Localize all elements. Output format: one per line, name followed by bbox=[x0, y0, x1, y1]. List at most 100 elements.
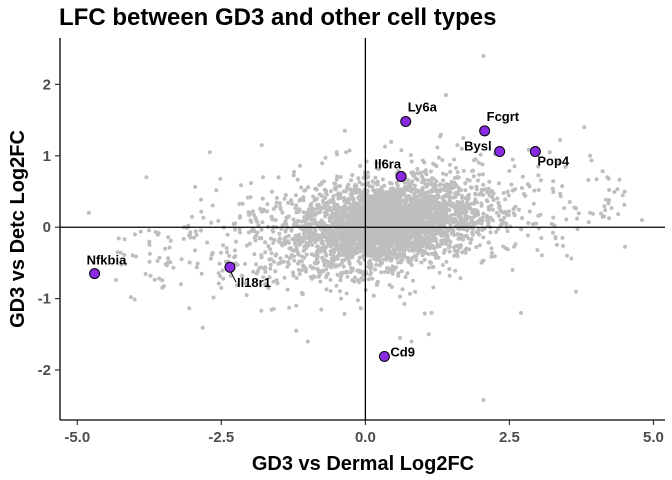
data-point bbox=[247, 213, 252, 218]
data-point bbox=[486, 221, 491, 226]
data-point bbox=[401, 235, 406, 239]
data-point bbox=[334, 177, 339, 182]
data-point bbox=[413, 187, 418, 192]
data-point bbox=[345, 218, 350, 223]
data-point bbox=[513, 187, 518, 192]
data-point bbox=[385, 206, 390, 211]
data-point bbox=[353, 207, 358, 211]
data-point bbox=[475, 209, 480, 214]
data-point bbox=[470, 169, 475, 174]
data-point bbox=[385, 210, 390, 215]
data-point bbox=[449, 213, 454, 218]
data-point bbox=[194, 265, 199, 270]
data-point bbox=[489, 203, 494, 208]
data-point bbox=[431, 161, 436, 166]
data-point bbox=[292, 258, 297, 263]
data-point bbox=[430, 238, 435, 243]
data-point bbox=[157, 276, 162, 281]
data-point bbox=[115, 250, 120, 255]
data-point bbox=[479, 221, 484, 226]
data-point bbox=[379, 270, 384, 275]
data-point bbox=[430, 181, 435, 186]
data-point bbox=[426, 332, 431, 337]
data-point bbox=[366, 180, 371, 185]
data-point bbox=[371, 251, 376, 256]
data-point bbox=[461, 209, 466, 214]
data-point bbox=[425, 215, 429, 220]
data-point bbox=[160, 278, 165, 283]
data-point bbox=[408, 291, 412, 296]
data-point bbox=[459, 146, 464, 151]
data-point bbox=[325, 237, 330, 242]
data-point bbox=[420, 244, 424, 249]
data-point bbox=[403, 200, 408, 205]
data-point bbox=[481, 53, 486, 58]
data-point bbox=[294, 276, 299, 280]
data-point bbox=[444, 211, 448, 216]
data-point bbox=[506, 193, 511, 198]
data-point bbox=[199, 197, 203, 202]
data-point bbox=[553, 235, 558, 239]
data-point bbox=[390, 271, 395, 276]
data-point bbox=[312, 227, 317, 231]
data-point bbox=[435, 145, 440, 150]
data-point bbox=[219, 250, 223, 255]
data-point bbox=[374, 189, 379, 194]
data-point bbox=[274, 196, 279, 200]
data-point bbox=[371, 246, 375, 251]
data-point bbox=[315, 267, 320, 272]
data-point bbox=[481, 398, 486, 402]
point-label: Cd9 bbox=[390, 344, 415, 359]
data-point bbox=[308, 204, 313, 209]
data-point bbox=[147, 251, 152, 256]
data-point bbox=[503, 246, 508, 251]
data-point bbox=[373, 267, 378, 272]
data-point bbox=[486, 240, 491, 245]
data-point bbox=[389, 267, 394, 272]
data-point bbox=[510, 157, 515, 162]
data-point bbox=[352, 238, 357, 243]
data-point bbox=[209, 220, 214, 225]
data-point bbox=[347, 235, 352, 240]
data-point bbox=[325, 228, 330, 233]
data-point bbox=[288, 246, 293, 250]
data-point bbox=[270, 189, 274, 194]
data-point bbox=[474, 187, 479, 192]
data-point bbox=[462, 203, 467, 208]
data-point bbox=[294, 239, 299, 244]
data-point bbox=[273, 253, 278, 258]
data-point bbox=[415, 233, 420, 238]
data-point bbox=[283, 219, 288, 224]
data-point bbox=[217, 261, 222, 266]
data-point bbox=[261, 175, 265, 180]
data-point bbox=[200, 325, 205, 330]
data-point bbox=[431, 220, 436, 225]
point-label: Fcgrt bbox=[487, 109, 520, 124]
data-point bbox=[244, 243, 249, 248]
data-point bbox=[424, 172, 429, 177]
data-point bbox=[304, 241, 309, 245]
data-point bbox=[442, 248, 447, 253]
data-point bbox=[434, 193, 439, 198]
data-point bbox=[300, 263, 305, 268]
data-point bbox=[296, 252, 301, 257]
data-point bbox=[402, 180, 407, 185]
data-point bbox=[424, 204, 429, 209]
data-point bbox=[318, 279, 323, 284]
data-point bbox=[342, 128, 347, 133]
data-point bbox=[469, 237, 474, 242]
data-point bbox=[367, 263, 372, 268]
data-point bbox=[259, 227, 264, 232]
data-point bbox=[395, 183, 400, 188]
data-point bbox=[243, 281, 248, 286]
data-point bbox=[335, 202, 340, 207]
data-point bbox=[421, 194, 426, 198]
data-point bbox=[438, 221, 443, 226]
data-point bbox=[239, 183, 243, 188]
chart-title: LFC between GD3 and other cell types bbox=[59, 4, 496, 31]
data-point bbox=[193, 248, 197, 253]
data-point bbox=[477, 172, 482, 177]
data-point bbox=[301, 195, 306, 200]
data-point bbox=[508, 224, 513, 229]
